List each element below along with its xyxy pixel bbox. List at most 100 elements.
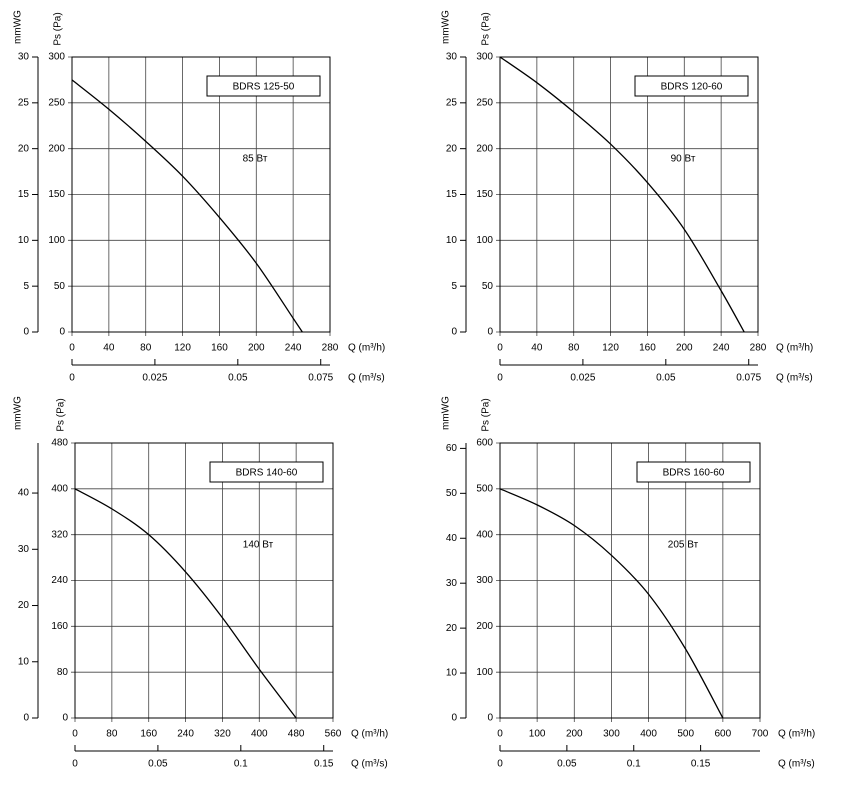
chart-title: BDRS 120-60 <box>661 82 723 93</box>
x-tick-label: 280 <box>322 343 339 354</box>
y-tick-label: 50 <box>54 281 66 292</box>
y2-tick-label: 30 <box>18 544 30 555</box>
x-axis-label: Q (m³/h) <box>348 343 385 354</box>
y-tick-label: 400 <box>51 483 68 494</box>
power-label: 205 Вт <box>668 540 699 551</box>
y-tick-label: 160 <box>51 621 68 632</box>
x2-tick-label: 0.1 <box>627 759 641 770</box>
x-tick-label: 40 <box>531 343 543 354</box>
y-tick-label: 300 <box>476 575 493 586</box>
power-label: 85 Вт <box>243 154 268 165</box>
y2-tick-label: 0 <box>23 713 29 724</box>
title-box <box>206 75 321 97</box>
fan-curve <box>499 56 745 333</box>
y2-tick-label: 5 <box>23 281 29 292</box>
plot-frame <box>71 56 331 333</box>
y-tick-label: 200 <box>476 621 493 632</box>
x-tick-label: 400 <box>640 729 657 740</box>
y2-tick-label: 60 <box>446 443 458 454</box>
plot-frame <box>499 56 759 333</box>
y-tick-label: 250 <box>476 97 493 108</box>
y2-tick-label: 0 <box>451 713 457 724</box>
y-tick-label: 400 <box>476 529 493 540</box>
x2-axis-label: Q (m³/s) <box>351 759 388 770</box>
fan-curve <box>71 79 303 333</box>
x-tick-label: 80 <box>568 343 580 354</box>
x-axis-label: Q (m³/h) <box>776 343 813 354</box>
y2-tick-label: 40 <box>18 488 30 499</box>
x-tick-label: 200 <box>566 729 583 740</box>
y-axis-label: Ps (Pa) <box>53 12 64 45</box>
x2-tick-label: 0 <box>497 373 503 384</box>
y2-tick-label: 50 <box>446 488 458 499</box>
x-axis-label: Q (m³/h) <box>351 729 388 740</box>
x-tick-label: 480 <box>288 729 305 740</box>
y-tick-label: 0 <box>487 327 493 338</box>
y-tick-label: 150 <box>48 189 65 200</box>
x2-tick-label: 0 <box>69 373 75 384</box>
y2-tick-label: 15 <box>446 189 458 200</box>
x2-tick-label: 0.025 <box>570 373 595 384</box>
y2-tick-label: 15 <box>18 189 30 200</box>
y-tick-label: 0 <box>59 327 65 338</box>
x2-tick-label: 0.075 <box>308 373 333 384</box>
x-tick-label: 240 <box>713 343 730 354</box>
y2-tick-label: 10 <box>18 235 30 246</box>
x-tick-label: 0 <box>497 343 503 354</box>
y2-tick-label: 10 <box>446 668 458 679</box>
y-tick-label: 300 <box>48 52 65 63</box>
chart-title: BDRS 125-50 <box>233 82 295 93</box>
x-tick-label: 100 <box>529 729 546 740</box>
chart-title: BDRS 140-60 <box>236 468 298 479</box>
x-tick-label: 200 <box>248 343 265 354</box>
x-tick-label: 80 <box>140 343 152 354</box>
plot-frame <box>499 442 761 719</box>
x2-tick-label: 0.05 <box>656 373 676 384</box>
y-tick-label: 50 <box>482 281 494 292</box>
y2-tick-label: 20 <box>18 143 30 154</box>
y-tick-label: 300 <box>476 52 493 63</box>
x-axis-label: Q (m³/h) <box>778 729 815 740</box>
y2-tick-label: 20 <box>18 600 30 611</box>
fan-curve <box>74 488 297 719</box>
y-tick-label: 600 <box>476 438 493 449</box>
y-axis-label: Ps (Pa) <box>56 398 67 431</box>
y-tick-label: 100 <box>48 235 65 246</box>
y-tick-label: 240 <box>51 575 68 586</box>
y-axis-label: Ps (Pa) <box>481 12 492 45</box>
x-tick-label: 500 <box>677 729 694 740</box>
y2-tick-label: 40 <box>446 533 458 544</box>
x-tick-label: 80 <box>106 729 118 740</box>
x2-tick-label: 0.1 <box>234 759 248 770</box>
y2-axis-label: mmWG <box>13 396 24 430</box>
x2-tick-label: 0.025 <box>142 373 167 384</box>
x2-tick-label: 0.15 <box>691 759 711 770</box>
x2-tick-label: 0.075 <box>736 373 761 384</box>
x2-tick-label: 0.15 <box>314 759 334 770</box>
x-tick-label: 0 <box>72 729 78 740</box>
title-box <box>636 461 751 483</box>
x-tick-label: 120 <box>602 343 619 354</box>
x-tick-label: 600 <box>715 729 732 740</box>
x-tick-label: 280 <box>750 343 767 354</box>
power-label: 90 Вт <box>671 154 696 165</box>
y2-tick-label: 30 <box>446 52 458 63</box>
x-tick-label: 300 <box>603 729 620 740</box>
x-tick-label: 240 <box>177 729 194 740</box>
y2-tick-label: 30 <box>446 578 458 589</box>
y-tick-label: 320 <box>51 529 68 540</box>
y-tick-label: 0 <box>62 713 68 724</box>
title-box <box>634 75 749 97</box>
x-tick-label: 320 <box>214 729 231 740</box>
x2-axis-label: Q (m³/s) <box>778 759 815 770</box>
x-tick-label: 240 <box>285 343 302 354</box>
y2-tick-label: 5 <box>451 281 457 292</box>
y2-axis-label: mmWG <box>441 396 452 430</box>
x2-axis-label: Q (m³/s) <box>348 373 385 384</box>
y2-tick-label: 20 <box>446 623 458 634</box>
x-tick-label: 400 <box>251 729 268 740</box>
x-tick-label: 200 <box>676 343 693 354</box>
y-axis-label: Ps (Pa) <box>481 398 492 431</box>
y2-axis-label: mmWG <box>13 10 24 44</box>
